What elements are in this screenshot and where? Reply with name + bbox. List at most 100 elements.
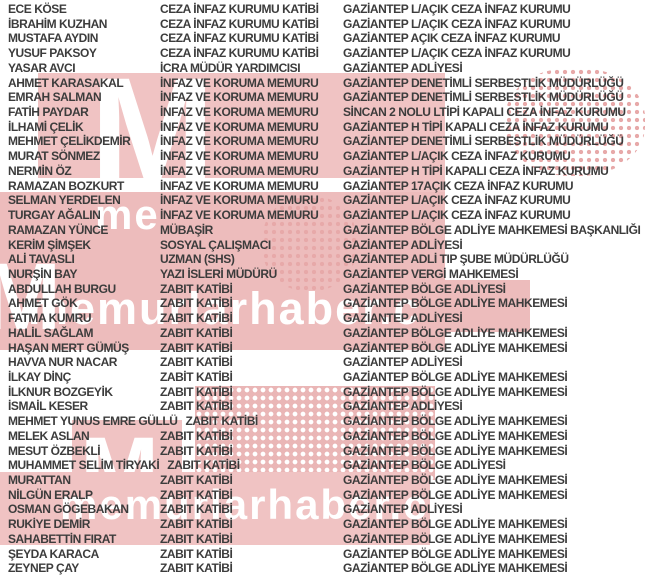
table-row: ABDULLAH BURGU ZABIT KATİBİ GAZİANTEP BÖ… (0, 282, 660, 297)
person-name: RAMAZAN YÜNCE (8, 222, 108, 237)
person-name: MELEK ASLAN (8, 428, 90, 443)
person-institution: GAZİANTEP H TİPİ KAPALI CEZA İNFAZ KURUM… (343, 119, 609, 134)
table-row: ŞEYDA KARACA ZABIT KATİBİ GAZİANTEP BÖLG… (0, 547, 660, 562)
person-title: İCRA MÜDÜR YARDIMCISI (160, 60, 301, 75)
person-institution: GAZİANTEP ADLİYESİ (343, 399, 463, 414)
table-row: İSMAİL KESER ZABIT KATİBİ GAZİANTEP ADLİ… (0, 399, 660, 414)
person-title: CEZA İNFAZ KURUMU KATİBİ (160, 16, 319, 31)
table-row: MUHAMMET SELİM TİRYAKİ ZABIT KATİBİ GAZİ… (0, 458, 660, 473)
table-row: İLKNUR BOZGEYİK ZABIT KATİBİ GAZİANTEP B… (0, 385, 660, 400)
person-institution: GAZİANTEP ADLİYESİ (343, 355, 463, 370)
table-row: FATMA KUMRU ZABIT KATİBİ GAZİANTEP ADLİY… (0, 311, 660, 326)
table-row: SAHABETTİN FIRAT ZABIT KATİBİ GAZİANTEP … (0, 532, 660, 547)
person-institution: GAZİANTEP 17AÇIK CEZA İNFAZ KURUMU (343, 178, 574, 193)
person-title: MÜBAŞİR (160, 222, 213, 237)
person-institution: GAZİANTEP AÇIK CEZA İNFAZ KURUMU (343, 31, 561, 46)
person-title: ZABIT KATİBİ (160, 340, 233, 355)
person-name: İLHAMİ ÇELİK (8, 119, 84, 134)
person-institution: GAZİANTEP BÖLGE ADLİYE MAHKEMESİ (343, 473, 568, 487)
table-row: NERMİN ÖZ İNFAZ VE KORUMA MEMURU GAZİANT… (0, 164, 660, 179)
person-institution: GAZİANTEP BÖLGE ADLİYESİ (343, 458, 506, 473)
person-title: İNFAZ VE KORUMA MEMURU (160, 178, 319, 193)
table-row: NURŞİN BAY YAZI İSLERİ MÜDÜRÜ GAZİANTEP … (0, 267, 660, 282)
table-row: ECE KÖSE CEZA İNFAZ KURUMU KATİBİ GAZİAN… (0, 2, 660, 17)
person-title: İNFAZ VE KORUMA MEMURU (160, 75, 319, 90)
person-name: AHMET GÖK (8, 296, 78, 311)
person-name: ŞEYDA KARACA (8, 546, 99, 561)
person-name: HAŞAN MERT GÜMÜŞ (8, 340, 129, 355)
table-row: MUSTAFA AYDIN CEZA İNFAZ KURUMU KATİBİ G… (0, 31, 660, 46)
person-title: ZABIT KATİBİ (160, 355, 233, 370)
person-institution: GAZİANTEP BÖLGE ADLİYE MAHKEMESİ (343, 443, 568, 458)
table-row: RUKİYE DEMİR ZABIT KATİBİ GAZİANTEP BÖLG… (0, 517, 660, 532)
person-institution: GAZİANTEP ADLİYESİ (343, 502, 463, 517)
person-name: SELMAN YERDELEN (8, 193, 121, 208)
person-institution: GAZİANTEP H TİPİ KAPALI CEZA İNFAZ KURUM… (343, 163, 609, 178)
person-name: NİLGÜN ERALP (8, 487, 93, 502)
person-title: İNFAZ VE KORUMA MEMURU (160, 149, 319, 164)
table-row: MELEK ASLAN ZABIT KATİBİ GAZİANTEP BÖLGE… (0, 429, 660, 444)
person-name: MURATTAN (8, 473, 71, 487)
table-row: HAŞAN MERT GÜMÜŞ ZABIT KATİBİ GAZİANTEP … (0, 341, 660, 356)
person-name: TURGAY AĞALIN (8, 208, 101, 223)
person-institution: GAZİANTEP ADLİYESİ (343, 237, 463, 252)
person-title: YAZI İSLERİ MÜDÜRÜ (160, 266, 277, 281)
person-name: ALİ TAVASLI (8, 252, 75, 267)
person-title: ZABIT KATİBİ (160, 473, 233, 487)
person-institution: GAZİANTEP DENETİMLİ SERBESTLİK MÜDÜRLÜĞÜ (343, 90, 624, 105)
person-name: OSMAN GÖGEBAKAN (8, 502, 129, 517)
person-title: ZABİT KATİBİ (160, 369, 233, 384)
person-name: ZEYNEP ÇAY (8, 561, 79, 576)
person-institution: GAZİANTEP DENETİMLİ SERBESTLİK MÜDÜRLÜĞÜ (343, 134, 624, 149)
table-row: HALİL SAĞLAM ZABIT KATİBİ GAZİANTEP BÖLG… (0, 326, 660, 341)
person-name: MESUT ÖZBEKLİ (8, 443, 101, 458)
table-row: YASAR AVCI İCRA MÜDÜR YARDIMCISI GAZİANT… (0, 61, 660, 76)
table-row: SELMAN YERDELEN İNFAZ VE KORUMA MEMURU G… (0, 193, 660, 208)
table-row: İLHAMİ ÇELİK İNFAZ VE KORUMA MEMURU GAZİ… (0, 120, 660, 135)
person-title: ZABIT KATİBİ (160, 531, 233, 546)
person-institution: GAZİANTEP BÖLGE ADLİYE MAHKEMESİ (343, 428, 568, 443)
table-row: İLKAY DİNÇ ZABİT KATİBİ GAZİANTEP BÖLGE … (0, 370, 660, 385)
person-title: CEZA İNFAZ KURUMU KATİBİ (160, 46, 319, 61)
person-title: İNFAZ VE KORUMA MEMURU (160, 208, 319, 223)
person-title: CEZA İNFAZ KURUMU KATİBİ (160, 2, 319, 16)
person-name: YUSUF PAKSOY (8, 46, 97, 61)
person-name: İSMAİL KESER (8, 399, 88, 414)
table-row: MESUT ÖZBEKLİ ZABIT KATİBİ GAZİANTEP BÖL… (0, 444, 660, 459)
person-title: ZABIT KATİBİ (167, 458, 240, 473)
person-institution: GAZİANTEP BÖLGE ADLİYE MAHKEMESİ (343, 384, 568, 399)
person-name: KERİM ŞİMŞEK (8, 237, 91, 252)
person-name: MUSTAFA AYDIN (8, 31, 98, 46)
person-title: ZABIT KATİBİ (160, 487, 233, 502)
person-institution: GAZİANTEP BÖLGE ADLİYE MAHKEMESİ (343, 546, 568, 561)
person-title: SOSYAL ÇALIŞMACI (160, 237, 271, 252)
person-institution: GAZİANTEP BÖLGE ADLİYESİ (343, 281, 506, 296)
person-name: SAHABETTİN FIRAT (8, 531, 116, 546)
person-institution: GAZİANTEP BÖLGE ADLİYE MAHKEMESİ (343, 531, 568, 546)
person-name: MEHMET ÇELİKDEMİR (8, 134, 131, 149)
person-institution: GAZİANTEP BÖLGE ADLİYE MAHKEMESİ (343, 296, 568, 311)
table-row: HAVVA NUR NACAR ZABIT KATİBİ GAZİANTEP A… (0, 355, 660, 370)
person-title: ZABIT KATİBİ (160, 443, 233, 458)
person-institution: SİNCAN 2 NOLU LTİPİ KAPALI CEZA İNFAZ KU… (343, 105, 626, 120)
person-name: HAVVA NUR NACAR (8, 355, 118, 370)
person-title: ZABIT KATİBİ (160, 384, 233, 399)
person-institution: GAZİANTEP L/AÇIK CEZA İNFAZ KURUMU (343, 16, 571, 31)
table-row: MEHMET YUNUS EMRE GÜLLÜ ZABIT KATİBİ GAZ… (0, 414, 660, 429)
person-institution: GAZİANTEP DENETİMLİ SERBESTLİK MÜDÜRLÜĞÜ (343, 75, 624, 90)
person-institution: GAZİANTEP ADLİYESİ (343, 311, 463, 326)
person-title: İNFAZ VE KORUMA MEMURU (160, 134, 319, 149)
table-row: FATİH PAYDAR İNFAZ VE KORUMA MEMURU SİNC… (0, 105, 660, 120)
table-row: ZEYNEP ÇAY ZABIT KATİBİ GAZİANTEP BÖLGE … (0, 561, 660, 576)
person-name: MUHAMMET SELİM TİRYAKİ (8, 458, 160, 473)
person-name: YASAR AVCI (8, 60, 76, 75)
person-institution: GAZİANTEP L/AÇIK CEZA İNFAZ KURUMU (343, 2, 571, 16)
table-row: KERİM ŞİMŞEK SOSYAL ÇALIŞMACI GAZİANTEP … (0, 238, 660, 253)
person-title: İNFAZ VE KORUMA MEMURU (160, 193, 319, 208)
person-institution: GAZİANTEP BÖLGE ADLİYE MAHKEMESİ (343, 561, 568, 576)
table-row: RAMAZAN YÜNCE MÜBAŞİR GAZİANTEP BÖLGE AD… (0, 223, 660, 238)
person-title: ZABIT KATİBİ (160, 311, 233, 326)
person-name: ABDULLAH BURGU (8, 281, 116, 296)
person-title: ZABIT KATİBİ (160, 399, 233, 414)
